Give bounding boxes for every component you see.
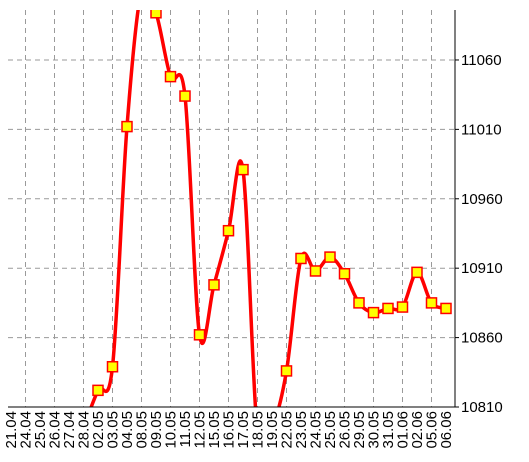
x-tick-label: 24.04	[18, 411, 35, 449]
marker	[338, 267, 351, 280]
x-tick-label: 11.05	[177, 411, 194, 447]
marker	[382, 302, 394, 315]
x-tick-label: 22.05	[279, 411, 296, 449]
marker	[411, 266, 423, 279]
marker	[425, 297, 438, 309]
x-tick-label: 26.04	[47, 411, 64, 449]
x-tick-label: 25.04	[32, 411, 49, 449]
x-tick-label: 04.05	[119, 411, 136, 449]
grid	[8, 10, 455, 408]
x-tick-label: 06.06	[438, 411, 455, 449]
marker	[396, 301, 409, 313]
marker	[193, 329, 206, 341]
x-tick-label: 18.05	[250, 411, 267, 449]
x-tick-label: 19.05	[264, 411, 281, 449]
marker	[280, 365, 293, 377]
y-tick-label: 10860	[461, 330, 503, 347]
y-tick-label: 11060	[461, 52, 502, 69]
marker	[164, 70, 177, 83]
marker	[237, 163, 249, 176]
x-tick-label: 08.05	[134, 411, 151, 449]
marker	[295, 252, 307, 265]
x-tick-label: 15.05	[206, 411, 223, 449]
x-tick-label: 01.06	[395, 411, 412, 449]
x-tick-label: 26.05	[337, 411, 354, 449]
marker	[106, 360, 119, 373]
x-tick-label: 28.04	[76, 411, 93, 449]
marker	[309, 265, 322, 277]
x-tick-label: 24.05	[308, 411, 325, 449]
marker	[208, 279, 220, 291]
x-tick-label: 02.05	[90, 411, 107, 449]
marker	[121, 120, 133, 133]
x-tick-label: 17.05	[235, 411, 252, 449]
x-tick-label: 03.05	[105, 411, 122, 449]
x-tick-label: 05.06	[424, 411, 441, 449]
y-tick-label: 10810	[461, 399, 503, 416]
marker	[353, 297, 365, 309]
y-tick-label: 11010	[461, 121, 502, 138]
marker	[440, 302, 452, 315]
marker	[367, 306, 380, 319]
x-tick-label: 31.05	[380, 411, 397, 449]
x-tick-label: 16.05	[221, 411, 238, 449]
x-tick-label: 10.05	[163, 411, 180, 449]
x-tick-label: 21.04	[3, 411, 20, 449]
marker	[222, 224, 235, 237]
x-tick-label: 29.05	[351, 411, 368, 449]
x-tick-label: 30.05	[366, 411, 383, 449]
marker	[324, 251, 336, 263]
line	[89, 10, 447, 407]
marker	[92, 384, 104, 397]
marker	[179, 90, 191, 102]
x-tick-label: 27.04	[61, 411, 78, 449]
y-tick-label: 10960	[461, 191, 503, 208]
x-tick-label: 12.05	[192, 411, 209, 449]
x-tick-label: 02.06	[409, 411, 426, 449]
x-tick-label: 23.05	[293, 411, 310, 449]
y-tick-label: 10910	[461, 260, 503, 277]
marker	[150, 10, 162, 19]
plot-area	[89, 10, 452, 407]
x-tick-label: 25.05	[322, 411, 339, 449]
x-tick-label: 09.05	[148, 411, 165, 449]
